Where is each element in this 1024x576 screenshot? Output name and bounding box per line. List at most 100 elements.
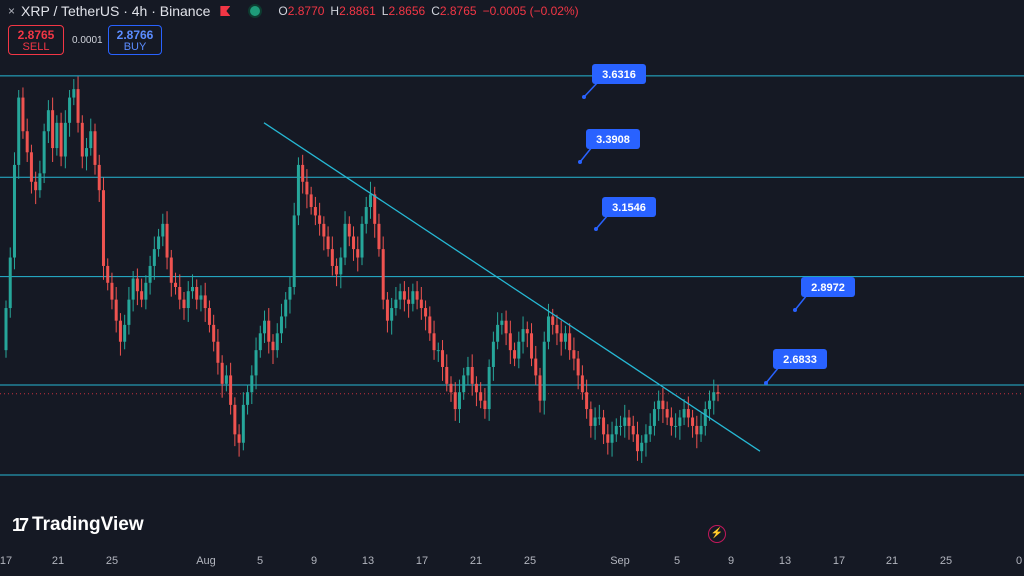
- candle-body: [678, 417, 682, 426]
- symbol-title[interactable]: XRP / TetherUS · 4h · Binance: [21, 3, 211, 19]
- candle-body: [203, 295, 207, 309]
- lightning-icon[interactable]: ⚡: [708, 525, 726, 543]
- candle-body: [652, 409, 656, 426]
- candle-body: [233, 404, 237, 435]
- candle-body: [38, 173, 42, 191]
- candle-body: [271, 341, 275, 351]
- candle-body: [474, 383, 478, 393]
- candle-body: [674, 425, 678, 427]
- candle-body: [551, 316, 555, 325]
- candle-body: [93, 131, 97, 165]
- tradingview-logo-text: TradingView: [32, 514, 144, 535]
- candle-body: [140, 291, 144, 300]
- x-tick-label: 17: [0, 555, 12, 567]
- candle-body: [80, 122, 84, 157]
- trendline: [263, 122, 761, 452]
- market-status-icon: [250, 6, 261, 16]
- candle-body: [127, 299, 131, 325]
- candle-body: [568, 333, 572, 351]
- candle-body: [17, 97, 21, 165]
- candle-body: [525, 329, 529, 334]
- candle-body: [29, 152, 33, 182]
- candle-body: [190, 287, 194, 292]
- candle-body: [623, 417, 627, 426]
- candle-body: [606, 434, 610, 443]
- x-tick-label: 0: [1016, 555, 1022, 567]
- candle-body: [703, 409, 707, 426]
- candle-body: [521, 329, 525, 342]
- candle-body: [589, 409, 593, 426]
- candle-body: [453, 392, 457, 410]
- x-tick-label: 9: [311, 555, 317, 567]
- close-icon[interactable]: ×: [8, 4, 16, 18]
- candle-body: [330, 249, 334, 266]
- x-tick-label: 5: [257, 555, 263, 567]
- tradingview-logo[interactable]: 17 TradingView: [12, 514, 144, 536]
- candle-body: [186, 291, 190, 309]
- open-label: O: [278, 4, 288, 18]
- candle-body: [479, 392, 483, 401]
- low-value: 2.8656: [388, 4, 426, 18]
- candle-body: [487, 366, 491, 410]
- x-tick-label: 25: [940, 555, 952, 567]
- candle-body: [339, 257, 343, 275]
- symbol-header: × XRP / TetherUS · 4h · Binance O2.8770 …: [0, 0, 1024, 22]
- candle-body: [165, 223, 169, 258]
- flag-icon[interactable]: [220, 6, 231, 16]
- candle-body: [8, 257, 12, 309]
- candle-body: [148, 265, 152, 283]
- candle-body: [301, 164, 305, 182]
- candle-body: [347, 223, 351, 237]
- x-tick-label: 13: [779, 555, 791, 567]
- x-tick-label: 5: [674, 555, 680, 567]
- candle-body: [432, 333, 436, 351]
- candle-body: [25, 131, 29, 153]
- candle-body: [51, 110, 55, 149]
- candle-body: [313, 207, 317, 216]
- candle-body: [12, 164, 16, 258]
- candle-body: [182, 299, 186, 309]
- candle-body: [602, 417, 606, 435]
- candle-body: [275, 333, 279, 351]
- candle-body: [712, 392, 716, 401]
- candle-body: [559, 333, 563, 342]
- open-value: 2.8770: [287, 4, 325, 18]
- ohlc-readout: O2.8770 H2.8861 L2.8656 C2.8765 −0.0005 …: [278, 4, 578, 18]
- x-tick-label: 21: [886, 555, 898, 567]
- candle-body: [691, 417, 695, 426]
- candle-body: [59, 122, 63, 157]
- high-label: H: [330, 4, 340, 18]
- buy-button[interactable]: 2.8766 BUY: [108, 25, 162, 55]
- sell-price: 2.8765: [17, 28, 55, 42]
- candle-body: [360, 223, 364, 258]
- candle-body: [76, 89, 80, 123]
- candle-body: [682, 409, 686, 418]
- candle-body: [686, 409, 690, 418]
- candle-body: [254, 350, 258, 376]
- candle-body: [364, 207, 368, 224]
- candle-body: [513, 350, 517, 359]
- candle-body: [21, 97, 25, 132]
- candle-body: [237, 434, 241, 443]
- candle-body: [657, 400, 661, 410]
- candle-body: [135, 278, 139, 292]
- candle-body: [546, 316, 550, 342]
- candle-body: [110, 282, 114, 300]
- candle-body: [508, 333, 512, 351]
- candle-body: [449, 383, 453, 393]
- callout-box: [801, 277, 855, 297]
- callout-pointer: [595, 214, 609, 230]
- callout-box: [592, 64, 646, 84]
- candle-body: [123, 324, 127, 342]
- candle-body: [169, 257, 173, 283]
- sell-button[interactable]: 2.8765 SELL: [8, 25, 64, 55]
- candle-body: [288, 287, 292, 300]
- x-tick-label: Sep: [610, 555, 630, 567]
- candle-body: [394, 299, 398, 309]
- candle-body: [407, 299, 411, 304]
- level-label: 3.3908: [596, 134, 630, 146]
- x-tick-label: 17: [416, 555, 428, 567]
- candle-body: [619, 425, 623, 427]
- callout-anchor: [764, 381, 768, 385]
